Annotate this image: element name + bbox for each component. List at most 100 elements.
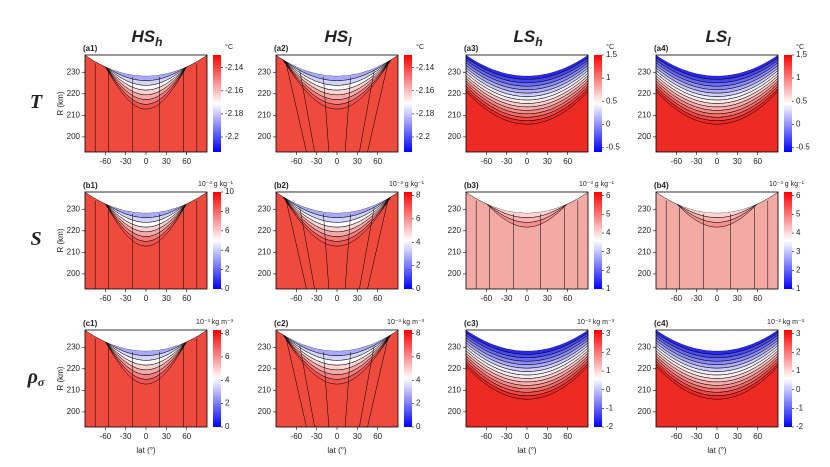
- colorbar-tick-label: 8: [225, 329, 230, 338]
- colorbar-tick-label: 1: [606, 284, 611, 293]
- y-tick-label: 200: [67, 269, 81, 278]
- y-tick-label: 230: [67, 204, 81, 213]
- colorbar-tick-label: -2.14: [225, 63, 244, 72]
- ice-region: [466, 192, 588, 213]
- column-header-sub: l: [348, 35, 352, 49]
- x-tick-label: 0: [525, 294, 530, 303]
- colorbar: [404, 55, 412, 152]
- x-tick-label: 0: [715, 157, 720, 166]
- x-tick-label: -30: [501, 294, 513, 303]
- colorbar-tick-label: 1: [796, 73, 801, 82]
- colorbar-tick-label: 8: [416, 329, 421, 338]
- colorbar: [213, 330, 221, 427]
- colorbar-tick-label: 6: [225, 226, 230, 235]
- y-tick-label: 200: [258, 407, 272, 416]
- y-tick-label: 210: [258, 247, 272, 256]
- column-header: HSl: [325, 27, 353, 49]
- x-tick-label: 30: [162, 294, 171, 303]
- y-tick-label: 230: [638, 204, 652, 213]
- y-tick-label: 200: [638, 269, 652, 278]
- colorbar-unit: °C: [416, 43, 424, 51]
- colorbar: [594, 330, 602, 427]
- colorbar-tick-label: 2: [225, 399, 230, 408]
- contour-line: [359, 345, 375, 427]
- contour-line: [323, 77, 330, 152]
- colorbar-tick-label: -1: [606, 403, 614, 412]
- y-tick-label: 200: [258, 269, 272, 278]
- row-label: S: [30, 228, 41, 250]
- colorbar-tick-label: 5: [796, 209, 801, 218]
- colorbar-tick-label: 2: [796, 347, 801, 356]
- x-tick-label: 0: [715, 432, 720, 441]
- x-tick-label: 30: [353, 294, 362, 303]
- y-tick-label: 210: [448, 110, 462, 119]
- colorbar-tick-label: 10: [225, 187, 234, 196]
- y-tick-label: 200: [258, 132, 272, 141]
- colorbar-unit: °C: [225, 43, 233, 51]
- x-tick-label: -30: [311, 432, 323, 441]
- colorbar-tick-label: -2.2: [416, 132, 430, 141]
- y-tick-label: 230: [67, 67, 81, 76]
- colorbar-tick-label: -0.5: [796, 142, 810, 151]
- x-tick-label: -60: [481, 157, 493, 166]
- colorbar-tick-label: 6: [796, 191, 801, 200]
- colorbar-tick-label: 1: [606, 73, 611, 82]
- x-tick-label: 0: [144, 294, 149, 303]
- colorbar: [213, 192, 221, 289]
- x-tick-label: -30: [120, 432, 132, 441]
- panel-label: (c1): [83, 319, 98, 328]
- x-tick-label: 30: [353, 432, 362, 441]
- colorbar-tick-label: 2: [606, 265, 611, 274]
- x-axis-label: lat (°): [707, 446, 727, 455]
- field: [276, 192, 398, 289]
- x-tick-label: 0: [335, 432, 340, 441]
- colorbar-tick-label: 8: [225, 207, 230, 216]
- y-tick-label: 210: [448, 247, 462, 256]
- colorbar-tick-label: 4: [416, 237, 421, 246]
- colorbar-tick-label: 1.5: [606, 50, 618, 59]
- y-tick-label: 200: [448, 132, 462, 141]
- y-tick-label: 210: [67, 110, 81, 119]
- x-axis-label: lat (°): [517, 446, 537, 455]
- colorbar-tick-label: 0: [606, 385, 611, 394]
- ice-region: [276, 330, 398, 351]
- colorbar-tick-label: 0: [416, 284, 421, 293]
- colorbar-tick-label: 0: [225, 284, 230, 293]
- field: [276, 55, 398, 152]
- x-tick-label: -60: [481, 294, 493, 303]
- y-tick-label: 200: [448, 407, 462, 416]
- contour-line: [359, 207, 375, 289]
- y-tick-label: 200: [638, 132, 652, 141]
- column-header-sub: h: [535, 35, 542, 49]
- panel-label: (a2): [274, 44, 289, 53]
- x-tick-label: 60: [182, 157, 191, 166]
- row-label: ρσ: [27, 366, 45, 389]
- x-tick-label: 60: [563, 157, 572, 166]
- x-tick-label: 0: [335, 294, 340, 303]
- x-tick-label: 60: [373, 157, 382, 166]
- x-tick-label: 30: [543, 157, 552, 166]
- x-tick-label: 30: [733, 432, 742, 441]
- field: [276, 330, 398, 427]
- y-axis-label: R (km): [56, 228, 65, 252]
- y-tick-label: 220: [638, 364, 652, 373]
- x-tick-label: -30: [691, 157, 703, 166]
- x-tick-label: 30: [733, 294, 742, 303]
- x-tick-label: 60: [563, 294, 572, 303]
- panel-label: (b2): [274, 181, 289, 190]
- x-tick-label: 30: [162, 157, 171, 166]
- contour-line: [344, 77, 351, 152]
- field-band: [276, 330, 398, 385]
- column-header: LSh: [513, 27, 542, 49]
- ice-region: [276, 192, 398, 213]
- column-header-main: HS: [325, 27, 349, 46]
- colorbar-unit: 10⁻² kg m⁻³: [767, 319, 805, 326]
- y-tick-label: 230: [448, 204, 462, 213]
- column-header-main: LS: [513, 27, 535, 46]
- ice-region: [656, 192, 778, 213]
- y-tick-label: 220: [67, 89, 81, 98]
- colorbar-tick-label: 0: [796, 385, 801, 394]
- colorbar-unit: 10⁻³ g kg⁻¹: [198, 181, 234, 188]
- x-tick-label: 60: [753, 157, 762, 166]
- x-tick-label: 60: [373, 294, 382, 303]
